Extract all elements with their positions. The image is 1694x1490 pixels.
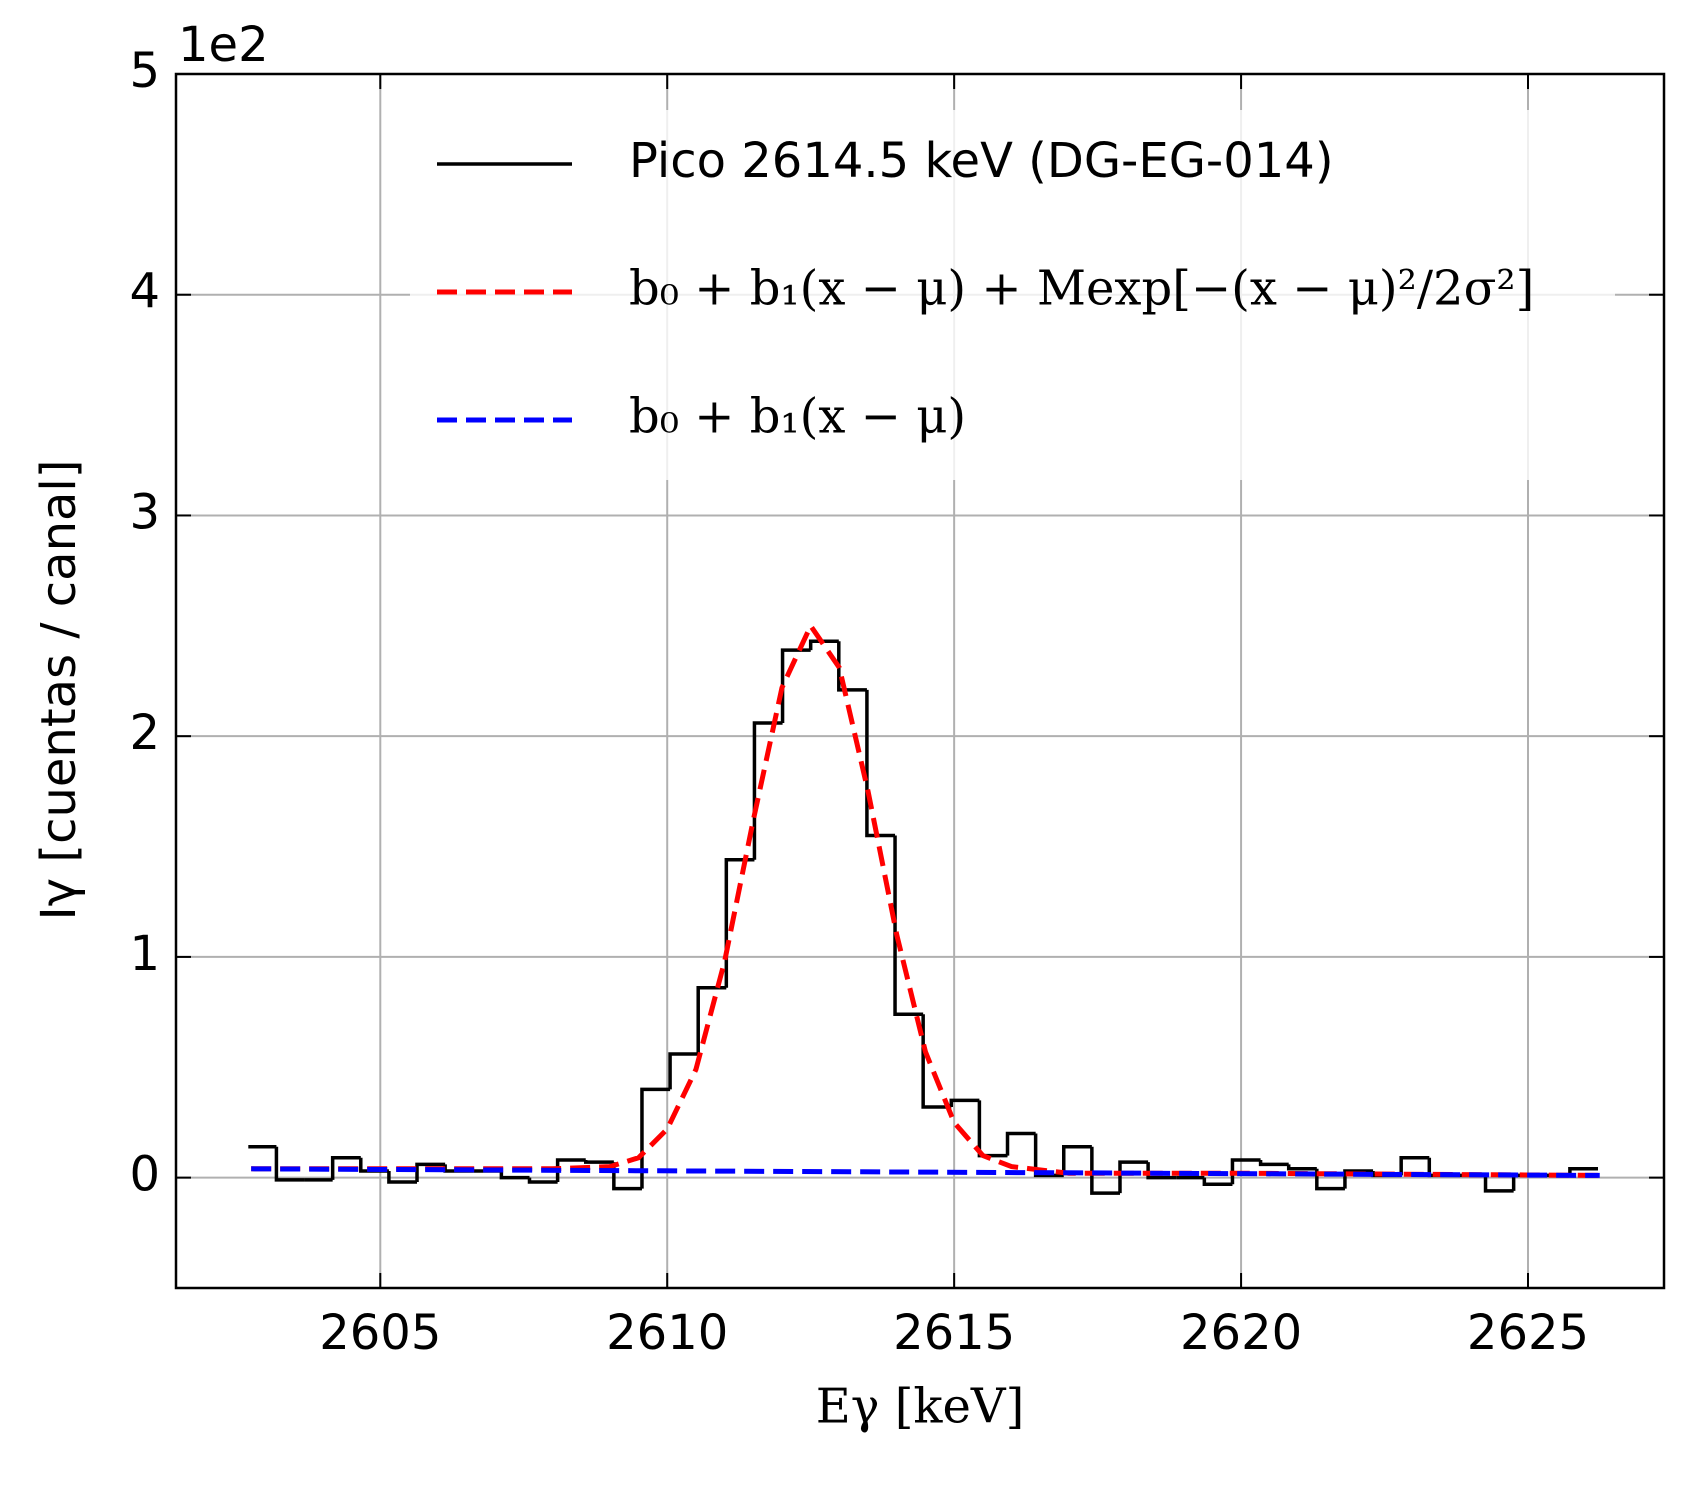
x-axis-label: Eγ [keV]: [816, 1379, 1025, 1435]
y-tick-label: 1: [129, 926, 160, 982]
histogram-step: [387, 1171, 418, 1184]
histogram-step: [499, 1171, 530, 1180]
x-tick-label: 2625: [1467, 1305, 1589, 1361]
histogram-step: [808, 639, 839, 651]
histogram-step: [1090, 1146, 1120, 1195]
histogram-step: [1033, 1133, 1064, 1178]
histogram-step: [1118, 1160, 1149, 1194]
histogram-step: [1005, 1131, 1036, 1156]
y-tick-label: 5: [129, 43, 160, 99]
histogram-step: [668, 1052, 699, 1090]
histogram-step: [1258, 1159, 1289, 1167]
histogram-step: [1230, 1158, 1261, 1185]
histogram-step: [527, 1177, 558, 1184]
marks-layer: [248, 620, 1600, 1195]
histogram-step: [1286, 1164, 1317, 1171]
fit-line: [251, 620, 1600, 1178]
legend-label: Pico 2614.5 keV (DG-EG-014): [629, 133, 1334, 189]
fit-line: [251, 1166, 1600, 1178]
histogram-step: [949, 1098, 980, 1107]
y-tick-label: 0: [129, 1147, 160, 1203]
y-tick-label: 3: [129, 484, 160, 540]
x-tick-label: 2615: [893, 1305, 1015, 1361]
histogram-step: [1146, 1162, 1177, 1180]
histogram-step: [1062, 1144, 1092, 1176]
histogram-step: [977, 1100, 1008, 1158]
histogram-step: [1343, 1169, 1374, 1189]
histogram-step: [415, 1162, 446, 1183]
x-tick-label: 2620: [1180, 1305, 1302, 1361]
legend: Pico 2614.5 keV (DG-EG-014) b₀ + b₁(x − μ…: [437, 133, 1534, 445]
y-tick-label: 2: [129, 705, 160, 761]
plot-frame: [174, 72, 1666, 1290]
histogram-step: [696, 986, 727, 1055]
histogram-step: [893, 835, 924, 1017]
histogram-step: [1399, 1156, 1430, 1176]
legend-label: b₀ + b₁(x − μ) + Mexp[−(x − μ)²/2σ²]: [629, 261, 1534, 317]
y-tick-label: 4: [129, 264, 160, 320]
y-axis-label: Iγ [cuentas / canal]: [31, 460, 87, 921]
histogram-step: [837, 641, 867, 692]
histogram-step: [1202, 1177, 1233, 1187]
axes-layer: 2605 2610 2615 2620 2625 0 1 2 3 4 5: [129, 43, 1664, 1361]
legend-label: b₀ + b₁(x − μ): [629, 389, 966, 445]
legend-box: [410, 110, 1615, 480]
x-tick-label: 2610: [606, 1305, 728, 1361]
y-offset-label: 1e2: [178, 17, 269, 73]
x-tick-label: 2605: [319, 1305, 441, 1361]
histogram-step: [1483, 1175, 1514, 1193]
histogram-step: [583, 1159, 614, 1164]
histogram-step: [555, 1158, 586, 1183]
histogram-step: [274, 1146, 305, 1182]
histogram-step: [330, 1156, 361, 1180]
histogram-step: [865, 689, 896, 838]
